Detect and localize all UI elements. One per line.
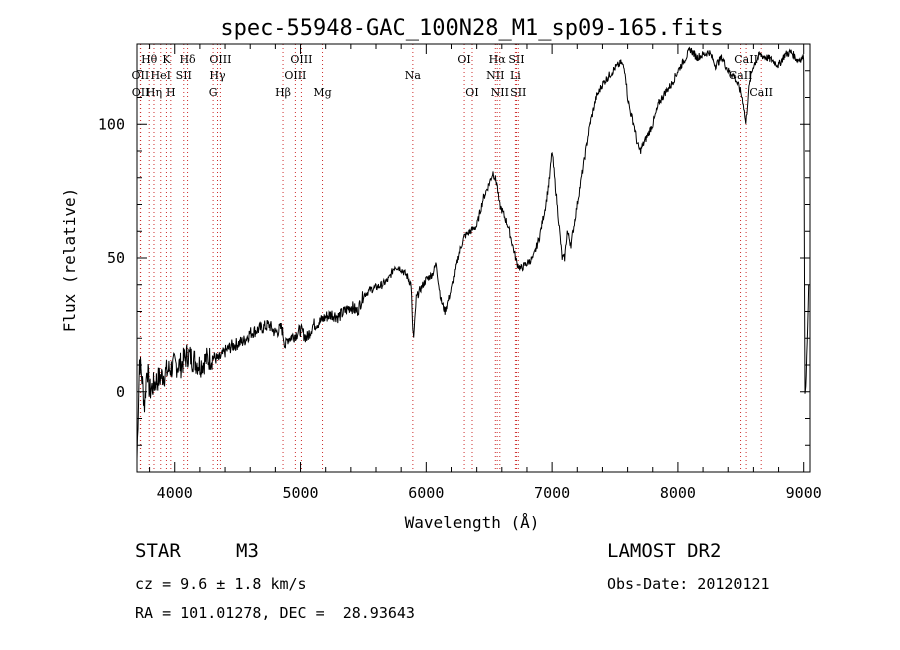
object-class: STAR	[135, 540, 181, 562]
y-tick-label: 0	[116, 383, 125, 401]
line-label: OI	[465, 86, 478, 99]
line-label: Li	[510, 69, 521, 82]
survey-name: LAMOST DR2	[607, 540, 722, 562]
redshift-text: cz = 9.6 ± 1.8 km/s	[135, 575, 307, 593]
line-label: OIII	[284, 69, 306, 82]
line-label: Hη	[146, 86, 162, 99]
line-label: OI	[457, 53, 470, 66]
spectrum-line	[136, 46, 810, 459]
line-label: HeI	[151, 69, 171, 82]
x-tick-label: 8000	[660, 484, 696, 502]
line-label: Hθ	[141, 53, 158, 66]
line-label: SII	[508, 53, 524, 66]
coordinates: RA = 101.01278, DEC = 28.93643	[135, 604, 415, 622]
obs-date: Obs-Date: 20120121	[607, 575, 770, 593]
line-label: Hβ	[275, 86, 291, 99]
line-label: OII	[132, 69, 150, 82]
line-label: OIII	[290, 53, 312, 66]
line-label: Hδ	[179, 53, 196, 66]
y-tick-label: 100	[98, 115, 125, 133]
line-label: SII	[176, 69, 192, 82]
line-label: Na	[405, 69, 422, 82]
x-tick-label: 7000	[534, 484, 570, 502]
line-label: NII	[486, 69, 504, 82]
x-axis-label: Wavelength (Å)	[405, 513, 540, 532]
chart-title: spec-55948-GAC_100N28_M1_sp09-165.fits	[220, 16, 723, 41]
x-tick-label: 6000	[408, 484, 444, 502]
line-label: Hα	[489, 53, 507, 66]
line-label: CaII	[729, 69, 753, 82]
y-tick-label: 50	[107, 249, 125, 267]
line-label: SII	[510, 86, 526, 99]
line-label: G	[209, 86, 218, 99]
line-label: H	[166, 86, 176, 99]
line-label: NII	[491, 86, 509, 99]
line-label: Hγ	[209, 69, 226, 82]
line-label: CaII	[749, 86, 773, 99]
object-subclass: M3	[236, 540, 259, 562]
line-label: K	[162, 53, 171, 66]
axes: 4000 5000 6000 7000 8000 9000 0 50 100	[98, 43, 822, 502]
x-tick-label: 4000	[157, 484, 193, 502]
x-tick-label: 9000	[786, 484, 822, 502]
plot-frame	[136, 43, 811, 473]
line-label: Mg	[313, 86, 331, 99]
line-label: OIII	[209, 53, 231, 66]
line-label: OII	[132, 86, 150, 99]
y-axis-label: Flux (relative)	[60, 188, 79, 333]
x-tick-label: 5000	[282, 484, 318, 502]
